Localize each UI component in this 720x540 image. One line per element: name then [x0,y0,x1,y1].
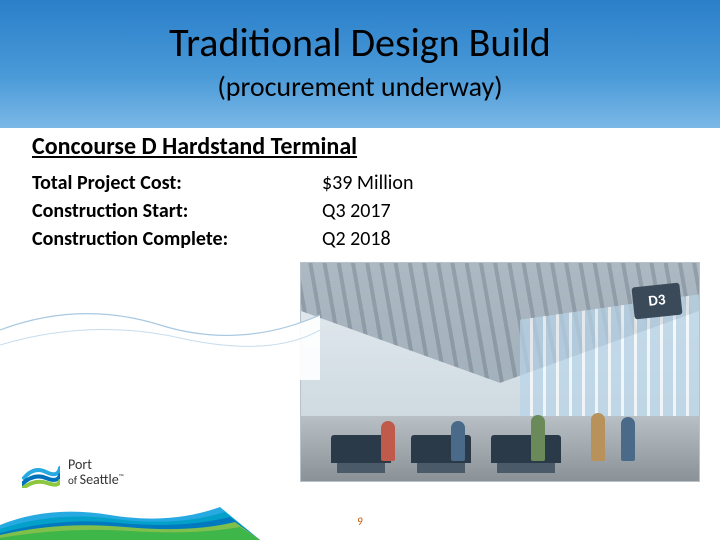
row-value: Q3 2017 [322,199,391,223]
rendering-person [381,421,395,461]
row-label: Construction Complete: [32,227,322,251]
logo-wave-icon [22,458,60,488]
page-number: 9 [357,515,363,528]
decorative-wave [0,300,320,380]
rendering-person [531,415,545,461]
section-heading: Concourse D Hardstand Terminal [32,132,690,161]
table-row: Construction Complete: Q2 2018 [32,227,690,251]
bottom-ribbons [0,485,260,540]
table-row: Total Project Cost: $39 Million [32,171,690,195]
port-of-seattle-logo: Port of Seattle™ [22,458,124,490]
rendering-person [591,413,605,461]
row-value: $39 Million [322,171,413,195]
content-block: Concourse D Hardstand Terminal Total Pro… [0,104,720,251]
logo-text: Port of Seattle™ [68,458,124,487]
row-label: Total Project Cost: [32,171,322,195]
table-row: Construction Start: Q3 2017 [32,199,690,223]
rendering-seat [491,435,561,463]
gate-sign: D3 [631,283,682,320]
row-label: Construction Start: [32,199,322,223]
row-value: Q2 2018 [322,227,391,251]
title-block: Traditional Design Build (procurement un… [0,0,720,104]
rendering-person [621,417,635,461]
slide-title: Traditional Design Build [0,18,720,67]
logo-line2: of Seattle™ [68,473,124,488]
rendering-person [451,421,465,461]
terminal-rendering: D3 [300,262,700,482]
slide-subtitle: (procurement underway) [0,69,720,104]
